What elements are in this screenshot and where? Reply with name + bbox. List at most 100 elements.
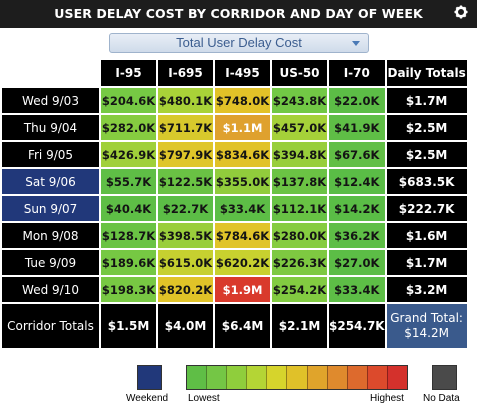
delay-cost-cell[interactable]: $394.8K [272,142,327,167]
delay-cost-cell[interactable]: $797.9K [158,142,213,167]
row-header-day[interactable]: Tue 9/09 [2,250,99,275]
delay-cost-cell[interactable]: $22.0K [329,88,385,113]
delay-cost-cell[interactable]: $128.7K [101,223,156,248]
legend-scale-step [386,366,408,389]
panel-title: USER DELAY COST BY CORRIDOR AND DAY OF W… [54,6,423,21]
corridor-total-cell: $2.1M [272,304,327,348]
grand-total-value: $14.2M [404,326,449,340]
legend-scale-step [306,366,327,389]
chevron-down-icon [352,41,360,46]
delay-cost-cell[interactable]: $14.2K [329,196,385,221]
gear-icon[interactable] [454,5,468,19]
column-header[interactable]: I-95 [101,60,156,86]
delay-cost-cell[interactable]: $615.0K [158,250,213,275]
corridor-total-cell: $4.0M [158,304,213,348]
daily-total-cell: $683.5K [386,169,467,194]
delay-cost-cell[interactable]: $226.3K [272,250,327,275]
delay-cost-cell[interactable]: $41.9K [329,115,385,140]
legend-scale-step [226,366,247,389]
daily-total-cell: $2.5M [386,142,467,167]
daily-total-cell: $1.7M [386,88,467,113]
column-header[interactable]: US-50 [272,60,327,86]
table-row: Mon 9/08 $128.7K $398.5K $784.6K $280.0K $36.… [2,223,467,248]
column-header[interactable]: I-695 [158,60,213,86]
table-row: Thu 9/04 $282.0K $711.7K $1.1M $457.0K $41.9K… [2,115,467,140]
corridor-total-cell: $6.4M [215,304,270,348]
row-header-day[interactable]: Wed 9/03 [2,88,99,113]
row-header-day[interactable]: Sun 9/07 [2,196,99,221]
delay-cost-cell[interactable]: $112.1K [272,196,327,221]
legend-nodata-label: No Data [423,393,460,404]
grand-total-cell: Grand Total: $14.2M [386,304,467,348]
column-header[interactable]: I-70 [329,60,385,86]
delay-cost-cell[interactable]: $33.4K [329,277,385,302]
legend-lowest-label: Lowest [188,393,220,404]
delay-cost-cell[interactable]: $820.2K [158,277,213,302]
delay-cost-cell[interactable]: $36.2K [329,223,385,248]
delay-cost-cell[interactable]: $22.7K [158,196,213,221]
column-header-daily-totals: Daily Totals [386,60,467,86]
daily-total-cell: $3.2M [386,277,467,302]
grid-corner [2,60,99,86]
corridor-total-cell: $1.5M [101,304,156,348]
metric-select[interactable]: Total User Delay Cost [109,33,369,53]
delay-cost-cell[interactable]: $27.0K [329,250,385,275]
legend-scale-step [206,366,227,389]
daily-total-cell: $2.5M [386,115,467,140]
row-header-day[interactable]: Sat 9/06 [2,169,99,194]
daily-total-cell: $1.6M [386,223,467,248]
delay-cost-cell[interactable]: $254.2K [272,277,327,302]
delay-cost-cell[interactable]: $280.0K [272,223,327,248]
daily-total-cell: $1.7M [386,250,467,275]
delay-cost-cell[interactable]: $784.6K [215,223,270,248]
delay-cost-cell[interactable]: $67.6K [329,142,385,167]
legend-weekend-swatch [137,365,162,390]
delay-cost-cell[interactable]: $204.6K [101,88,156,113]
legend-nodata-swatch [432,365,457,390]
row-header-day[interactable]: Wed 9/10 [2,277,99,302]
delay-cost-cell[interactable]: $834.6K [215,142,270,167]
grand-total-label: Grand Total: [390,311,463,325]
delay-cost-cell[interactable]: $620.2K [215,250,270,275]
row-header-day[interactable]: Fri 9/05 [2,142,99,167]
legend-weekend-label: Weekend [126,393,169,404]
delay-cost-cell[interactable]: $355.0K [215,169,270,194]
legend-highest-label: Highest [370,393,404,404]
daily-total-cell: $222.7K [386,196,467,221]
metric-select-value: Total User Delay Cost [176,35,302,50]
delay-cost-cell[interactable]: $480.1K [158,88,213,113]
delay-cost-cell[interactable]: $137.8K [272,169,327,194]
delay-cost-cell[interactable]: $1.1M [215,115,270,140]
legend-scale-step [366,366,387,389]
column-header[interactable]: I-495 [215,60,270,86]
legend-scale-step [346,366,367,389]
delay-cost-cell[interactable]: $1.9M [215,277,270,302]
delay-cost-grid: I-95 I-695 I-495 US-50 I-70 Daily Totals… [0,58,469,350]
delay-cost-cell[interactable]: $122.5K [158,169,213,194]
legend-color-scale [186,365,408,390]
delay-cost-cell[interactable]: $748.0K [215,88,270,113]
row-header-day[interactable]: Mon 9/08 [2,223,99,248]
delay-cost-cell[interactable]: $198.3K [101,277,156,302]
delay-cost-cell[interactable]: $243.8K [272,88,327,113]
legend-scale-step [326,366,347,389]
row-header-day[interactable]: Thu 9/04 [2,115,99,140]
delay-cost-cell[interactable]: $189.6K [101,250,156,275]
delay-cost-cell[interactable]: $40.4K [101,196,156,221]
delay-cost-cell[interactable]: $55.7K [101,169,156,194]
table-row: Fri 9/05 $426.9K $797.9K $834.6K $394.8K $67.… [2,142,467,167]
delay-cost-cell[interactable]: $426.9K [101,142,156,167]
column-header-row: I-95 I-695 I-495 US-50 I-70 Daily Totals [2,60,467,86]
delay-cost-cell[interactable]: $398.5K [158,223,213,248]
delay-cost-cell[interactable]: $12.4K [329,169,385,194]
corridor-total-cell: $254.7K [329,304,385,348]
delay-cost-cell[interactable]: $282.0K [101,115,156,140]
delay-cost-cell[interactable]: $33.4K [215,196,270,221]
delay-cost-cell[interactable]: $457.0K [272,115,327,140]
table-row: Tue 9/09 $189.6K $615.0K $620.2K $226.3K $27.… [2,250,467,275]
corridor-totals-label: Corridor Totals [2,304,99,348]
delay-cost-cell[interactable]: $711.7K [158,115,213,140]
table-row: Wed 9/10 $198.3K $820.2K $1.9M $254.2K $33.4K… [2,277,467,302]
table-row: Sun 9/07 $40.4K $22.7K $33.4K $112.1K $14.2K $… [2,196,467,221]
legend-scale-step [187,366,207,389]
